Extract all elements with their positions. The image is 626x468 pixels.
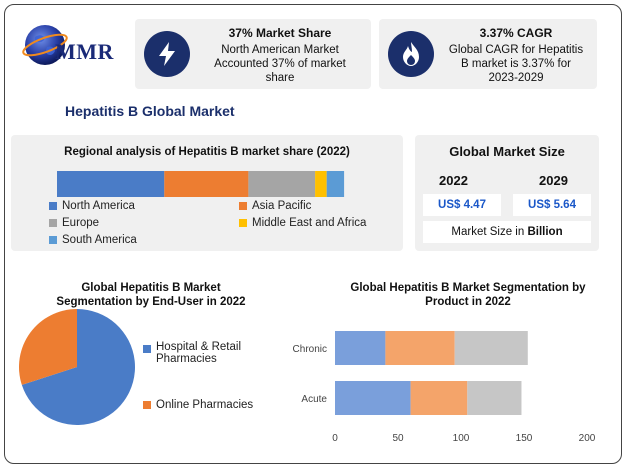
legend-item-middle-east-africa: Middle East and Africa	[239, 217, 366, 229]
regional-bar-segment-europe	[248, 171, 316, 197]
legend-item-hospital-retail: Hospital & Retail Pharmacies	[143, 341, 241, 365]
product-x-tick-label: 150	[516, 433, 533, 444]
market-size-title: Global Market Size	[449, 144, 565, 159]
product-bar-segment-chronic	[335, 331, 386, 365]
product-bar-segment-acute	[467, 381, 522, 415]
end-user-pie-chart	[18, 309, 135, 425]
kpi-description: Global CAGR for Hepatitis B market is 3.…	[448, 44, 584, 84]
end-user-chart-title: Global Hepatitis B Market Segmentation b…	[56, 282, 246, 308]
product-bar-segment-chronic	[454, 331, 528, 365]
page-title: Hepatitis B Global Market	[65, 103, 235, 119]
infographic-frame: MMR 37% Market Share North American Mark…	[4, 4, 622, 464]
pie-slice-hospital-retail-pharmacies	[21, 309, 135, 425]
year-label-2022: 2022	[439, 173, 468, 188]
kpi-card-cagr: 3.37% CAGR Global CAGR for Hepatitis B m…	[379, 19, 597, 89]
brand-name: MMR	[55, 39, 114, 64]
market-size-unit-note: Market Size in Billion	[423, 221, 591, 243]
regional-bar-segment-north-america	[57, 171, 165, 197]
product-category-label: Acute	[301, 394, 327, 405]
product-x-tick-label: 50	[392, 433, 404, 444]
flame-icon	[388, 31, 434, 77]
legend-item-europe: Europe	[49, 217, 99, 229]
regional-bar-segment-middle-east-and-africa	[315, 171, 327, 197]
product-x-tick-label: 100	[453, 433, 470, 444]
market-size-value-2029: US$ 5.64	[513, 194, 591, 216]
pie-slice-online-pharmacies	[18, 309, 77, 385]
regional-chart-title: Regional analysis of Hepatitis B market …	[64, 146, 350, 158]
regional-bar-segment-asia-pacific	[164, 171, 249, 197]
globe-icon	[22, 25, 68, 65]
regional-bar-segment-south-america	[326, 171, 345, 197]
product-category-label: Chronic	[293, 344, 327, 355]
product-bar-segment-acute	[335, 381, 411, 415]
regional-stacked-bar	[57, 171, 345, 197]
legend-item-north-america: North America	[49, 200, 135, 212]
market-size-value-2022: US$ 4.47	[423, 194, 501, 216]
product-x-tick-label: 200	[579, 433, 596, 444]
product-bar-segment-acute	[410, 381, 468, 415]
kpi-title: 3.37% CAGR	[479, 26, 553, 40]
kpi-title: 37% Market Share	[228, 26, 332, 40]
regional-panel: Regional analysis of Hepatitis B market …	[11, 135, 403, 251]
kpi-card-market-share: 37% Market Share North American Market A…	[135, 19, 371, 89]
lightning-icon	[144, 31, 190, 77]
market-size-panel: Global Market Size 2022 2029 US$ 4.47 US…	[415, 135, 599, 251]
product-chart-title: Global Hepatitis B Market Segmentation b…	[350, 282, 586, 308]
product-x-tick-label: 0	[332, 433, 338, 444]
year-label-2029: 2029	[539, 173, 568, 188]
legend-item-asia-pacific: Asia Pacific	[239, 200, 311, 212]
product-bar-segment-chronic	[385, 331, 455, 365]
brand-logo: MMR	[15, 15, 135, 75]
legend-item-south-america: South America	[49, 234, 137, 246]
product-stacked-bar-chart: Chronic Acute 0 50 100 150 200	[293, 331, 596, 444]
kpi-description: North American Market Accounted 37% of m…	[214, 44, 346, 84]
legend-item-online-pharmacies: Online Pharmacies	[143, 399, 253, 411]
